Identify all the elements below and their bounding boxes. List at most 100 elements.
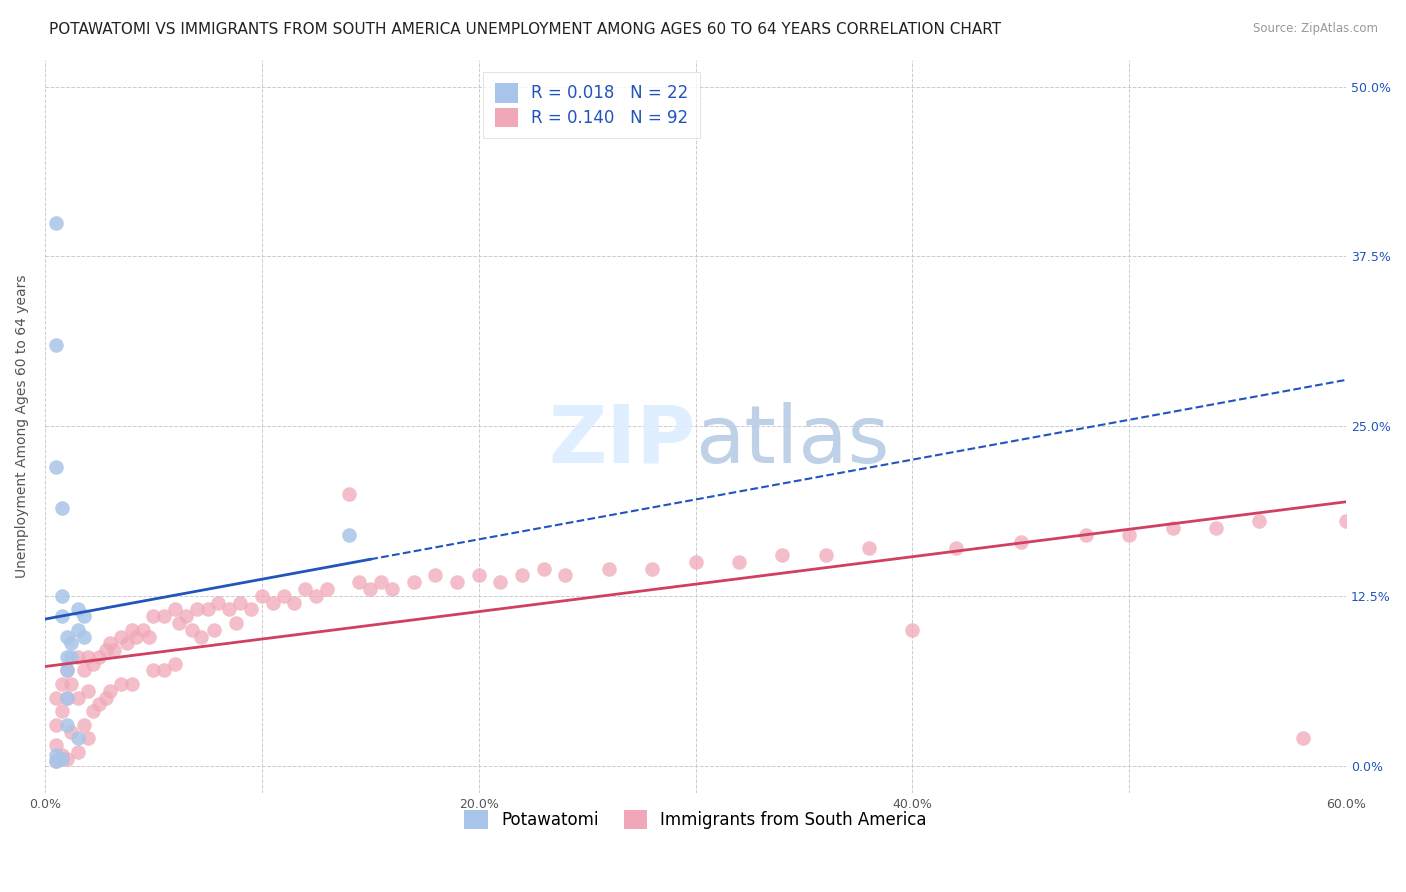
Point bbox=[59, 724, 82, 739]
Point bbox=[73, 664, 96, 678]
Point bbox=[446, 575, 468, 590]
Point bbox=[1205, 521, 1227, 535]
Text: Source: ZipAtlas.com: Source: ZipAtlas.com bbox=[1253, 22, 1378, 36]
Point bbox=[250, 589, 273, 603]
Point bbox=[110, 677, 132, 691]
Point bbox=[294, 582, 316, 596]
Point bbox=[51, 677, 73, 691]
Point bbox=[305, 589, 328, 603]
Point bbox=[142, 609, 165, 624]
Point bbox=[51, 500, 73, 515]
Point bbox=[45, 755, 67, 769]
Point bbox=[153, 609, 176, 624]
Point bbox=[66, 649, 89, 664]
Point bbox=[598, 562, 620, 576]
Point bbox=[218, 602, 240, 616]
Point bbox=[165, 602, 187, 616]
Point bbox=[262, 596, 284, 610]
Point bbox=[125, 630, 148, 644]
Point bbox=[66, 602, 89, 616]
Point bbox=[181, 623, 204, 637]
Point bbox=[349, 575, 371, 590]
Point bbox=[121, 623, 143, 637]
Point bbox=[1161, 521, 1184, 535]
Point bbox=[169, 615, 191, 630]
Point bbox=[77, 683, 100, 698]
Point bbox=[142, 664, 165, 678]
Point bbox=[73, 609, 96, 624]
Point bbox=[165, 657, 187, 671]
Text: POTAWATOMI VS IMMIGRANTS FROM SOUTH AMERICA UNEMPLOYMENT AMONG AGES 60 TO 64 YEA: POTAWATOMI VS IMMIGRANTS FROM SOUTH AMER… bbox=[49, 22, 1001, 37]
Point bbox=[89, 698, 111, 712]
Point bbox=[45, 459, 67, 474]
Point bbox=[1249, 514, 1271, 528]
Point bbox=[77, 649, 100, 664]
Point bbox=[66, 731, 89, 746]
Point bbox=[121, 677, 143, 691]
Point bbox=[240, 602, 263, 616]
Legend: Potawatomi, Immigrants from South America: Potawatomi, Immigrants from South Americ… bbox=[458, 803, 934, 836]
Point bbox=[55, 649, 77, 664]
Point bbox=[94, 643, 117, 657]
Point bbox=[77, 731, 100, 746]
Point bbox=[73, 630, 96, 644]
Point bbox=[55, 630, 77, 644]
Point bbox=[59, 636, 82, 650]
Point bbox=[59, 649, 82, 664]
Point bbox=[138, 630, 160, 644]
Text: ZIP: ZIP bbox=[548, 401, 696, 480]
Point bbox=[1074, 527, 1097, 541]
Point bbox=[315, 582, 337, 596]
Point bbox=[554, 568, 576, 582]
Point bbox=[45, 215, 67, 229]
Point bbox=[82, 657, 104, 671]
Point bbox=[728, 555, 751, 569]
Point bbox=[55, 752, 77, 766]
Point bbox=[381, 582, 404, 596]
Point bbox=[51, 752, 73, 766]
Point bbox=[153, 664, 176, 678]
Point bbox=[207, 596, 229, 610]
Point bbox=[82, 704, 104, 718]
Point bbox=[66, 745, 89, 759]
Point bbox=[186, 602, 208, 616]
Point bbox=[89, 649, 111, 664]
Point bbox=[510, 568, 533, 582]
Point bbox=[202, 623, 225, 637]
Point bbox=[190, 630, 212, 644]
Text: atlas: atlas bbox=[696, 401, 890, 480]
Point bbox=[45, 747, 67, 762]
Point bbox=[110, 630, 132, 644]
Point bbox=[229, 596, 252, 610]
Point bbox=[51, 747, 73, 762]
Point bbox=[641, 562, 664, 576]
Point bbox=[359, 582, 381, 596]
Point bbox=[66, 623, 89, 637]
Point bbox=[197, 602, 219, 616]
Point bbox=[55, 718, 77, 732]
Point bbox=[425, 568, 447, 582]
Point bbox=[402, 575, 425, 590]
Point bbox=[174, 609, 197, 624]
Point bbox=[225, 615, 247, 630]
Point bbox=[945, 541, 967, 556]
Point bbox=[103, 643, 125, 657]
Point bbox=[45, 690, 67, 705]
Point bbox=[51, 609, 73, 624]
Point bbox=[489, 575, 512, 590]
Point bbox=[55, 664, 77, 678]
Point bbox=[131, 623, 153, 637]
Point bbox=[55, 690, 77, 705]
Point bbox=[533, 562, 555, 576]
Point bbox=[45, 738, 67, 752]
Point bbox=[337, 487, 360, 501]
Point bbox=[45, 337, 67, 351]
Point bbox=[45, 718, 67, 732]
Point bbox=[1010, 534, 1032, 549]
Point bbox=[55, 664, 77, 678]
Point bbox=[814, 548, 837, 562]
Point bbox=[370, 575, 392, 590]
Point bbox=[901, 623, 924, 637]
Point bbox=[685, 555, 707, 569]
Y-axis label: Unemployment Among Ages 60 to 64 years: Unemployment Among Ages 60 to 64 years bbox=[15, 275, 30, 578]
